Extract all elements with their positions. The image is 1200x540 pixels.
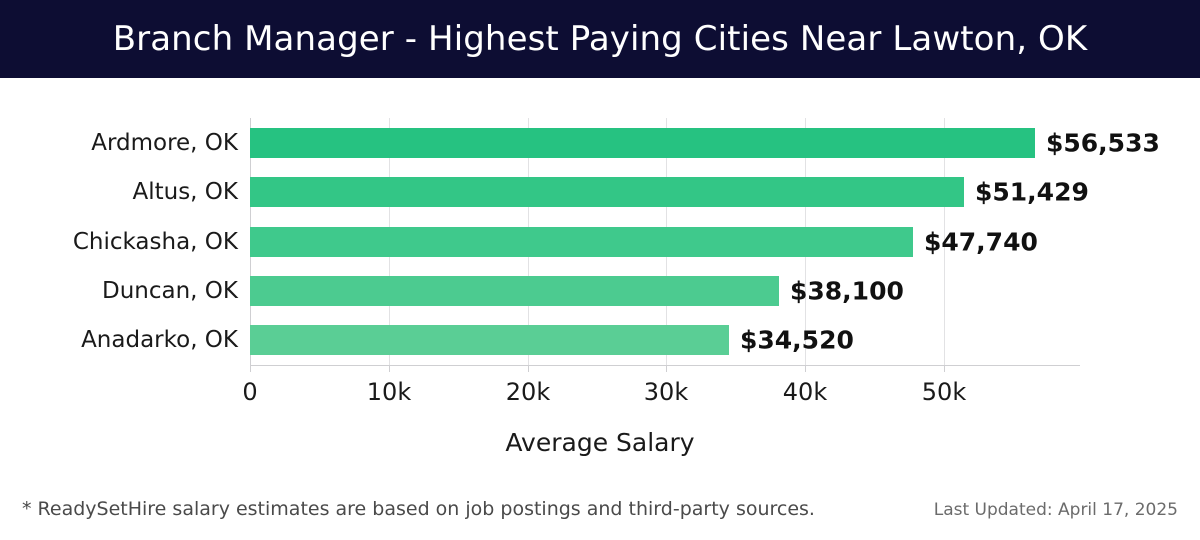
bar-value-label: $38,100 [790, 276, 904, 306]
bar [250, 177, 964, 207]
x-tick-label: 30k [643, 378, 689, 406]
bar-value-label: $56,533 [1046, 128, 1160, 158]
x-tick-mark [944, 365, 945, 372]
footer-last-updated: Last Updated: April 17, 2025 [933, 500, 1178, 520]
gridline [944, 118, 945, 365]
category-label: Chickasha, OK [72, 229, 238, 255]
x-tick-mark [528, 365, 529, 372]
bar [250, 276, 779, 306]
category-label: Anadarko, OK [81, 327, 238, 353]
category-label: Ardmore, OK [91, 130, 238, 156]
footer-disclaimer: * ReadySetHire salary estimates are base… [22, 498, 815, 520]
x-tick-label: 50k [921, 378, 967, 406]
x-tick-mark [666, 365, 667, 372]
bar [250, 325, 729, 355]
bar [250, 128, 1035, 158]
bar-value-label: $34,520 [740, 325, 854, 355]
bar [250, 227, 913, 257]
bar-value-label: $51,429 [975, 177, 1089, 207]
category-label: Altus, OK [132, 179, 238, 205]
x-axis-title: Average Salary [505, 428, 695, 457]
x-tick-label: 0 [242, 378, 258, 406]
x-tick-label: 20k [505, 378, 551, 406]
x-tick-mark [389, 365, 390, 372]
bar-value-label: $47,740 [924, 227, 1038, 257]
x-tick-mark [805, 365, 806, 372]
x-axis-line [250, 365, 1080, 366]
x-tick-label: 40k [782, 378, 828, 406]
page-title: Branch Manager - Highest Paying Cities N… [112, 19, 1088, 59]
category-label: Duncan, OK [102, 278, 238, 304]
x-tick-label: 10k [366, 378, 412, 406]
header-bar [0, 0, 1200, 78]
x-tick-mark [250, 365, 251, 372]
